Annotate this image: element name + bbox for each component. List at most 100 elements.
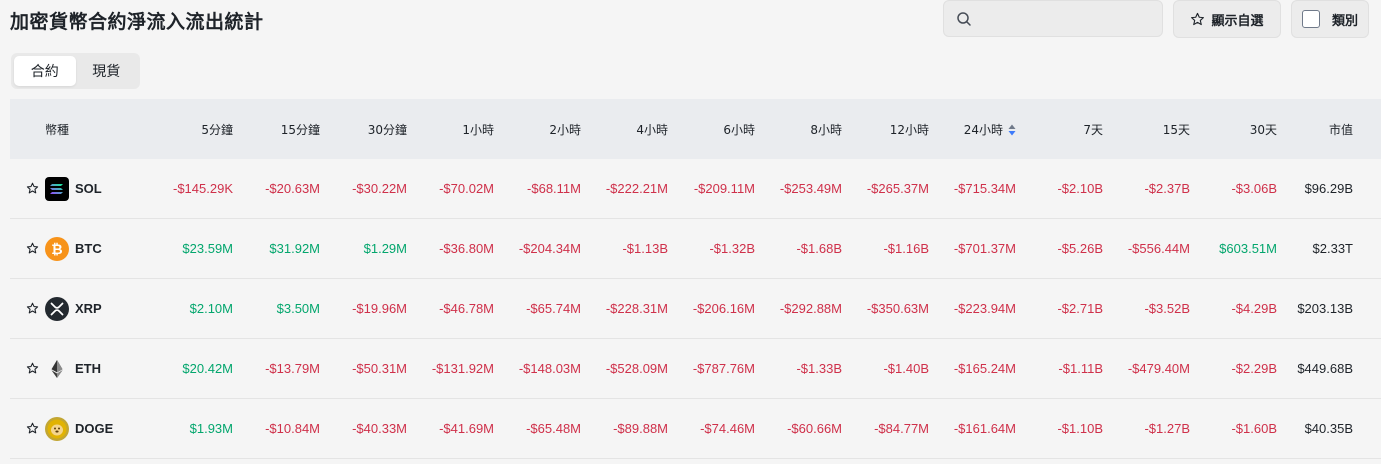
market-cap-cell: $96.29B: [1304, 181, 1353, 196]
coin-symbol[interactable]: ETH: [75, 361, 101, 376]
flow-6h-cell: -$209.11M: [693, 181, 755, 196]
market-cap-cell: $449.68B: [1297, 361, 1353, 376]
flow-table: 幣種 5分鐘 15分鐘 30分鐘 1小時 2小時 4小時 6小時 8小時 12小…: [10, 99, 1381, 459]
show-watchlist-button[interactable]: 顯示自選: [1173, 0, 1281, 38]
flow-7d-cell: -$1.11B: [1058, 361, 1103, 376]
flow-4h-cell: -$1.13B: [622, 241, 668, 256]
sol-icon: [45, 176, 69, 201]
flow-24h-cell: -$161.64M: [953, 421, 1016, 436]
flow-2h-cell: -$68.11M: [527, 181, 581, 196]
market-cap-cell: $2.33T: [1312, 241, 1353, 256]
flow-7d-cell: -$1.10B: [1057, 421, 1103, 436]
coin-symbol[interactable]: XRP: [75, 301, 102, 316]
table-row[interactable]: XRP $2.10M $3.50M -$19.96M -$46.78M -$65.74M -…: [10, 279, 1381, 339]
flow-6h-cell: -$74.46M: [700, 421, 755, 436]
flow-2h-cell: -$65.48M: [526, 421, 581, 436]
header-1h[interactable]: 1小時: [462, 122, 494, 137]
sort-icon[interactable]: [1008, 124, 1016, 136]
flow-15d-cell: -$2.37B: [1144, 181, 1190, 196]
search-box[interactable]: [943, 0, 1163, 37]
flow-30m-cell: -$30.22M: [352, 181, 407, 196]
search-icon: [957, 12, 971, 26]
flow-5m-cell: $20.42M: [182, 361, 233, 376]
favorite-star-icon[interactable]: [26, 422, 39, 435]
coin-cell: ₿ BTC: [10, 236, 146, 261]
flow-30d-cell: $603.51M: [1219, 241, 1277, 256]
flow-1h-cell: -$46.78M: [439, 301, 494, 316]
eth-icon: [45, 356, 69, 381]
flow-30m-cell: -$40.33M: [352, 421, 407, 436]
table-row[interactable]: ETH $20.42M -$13.79M -$50.31M -$131.92M -$148…: [10, 339, 1381, 399]
flow-30d-cell: -$2.29B: [1231, 361, 1277, 376]
flow-15m-cell: $31.92M: [269, 241, 320, 256]
flow-2h-cell: -$65.74M: [526, 301, 581, 316]
flow-5m-cell: $23.59M: [182, 241, 233, 256]
header-30d[interactable]: 30天: [1249, 122, 1277, 137]
search-input[interactable]: [980, 7, 1154, 33]
flow-6h-cell: -$1.32B: [709, 241, 755, 256]
coin-cell: SOL: [10, 176, 146, 201]
flow-12h-cell: -$350.63M: [866, 301, 929, 316]
flow-4h-cell: -$228.31M: [605, 301, 668, 316]
coin-symbol[interactable]: SOL: [75, 181, 102, 196]
table-row[interactable]: ₿ BTC $23.59M $31.92M $1.29M -$36.80M -$204.34…: [10, 219, 1381, 279]
category-label: 類別: [1332, 13, 1359, 29]
market-type-tabs: 合約 現貨: [11, 53, 140, 89]
header-15d[interactable]: 15天: [1162, 122, 1190, 137]
favorite-star-icon[interactable]: [26, 362, 39, 375]
coin-cell: XRP: [10, 296, 146, 321]
header-7d[interactable]: 7天: [1083, 122, 1103, 137]
header-15m[interactable]: 15分鐘: [280, 122, 320, 137]
flow-1h-cell: -$41.69M: [439, 421, 494, 436]
tab-spot[interactable]: 現貨: [92, 64, 121, 80]
market-cap-cell: $40.35B: [1304, 421, 1353, 436]
header-market-cap[interactable]: 市值: [1328, 122, 1353, 137]
flow-6h-cell: -$787.76M: [692, 361, 755, 376]
flow-15m-cell: -$10.84M: [265, 421, 320, 436]
flow-7d-cell: -$2.10B: [1057, 181, 1103, 196]
btc-icon: ₿: [45, 236, 69, 261]
show-watchlist-label: 顯示自選: [1211, 13, 1264, 29]
favorite-star-icon[interactable]: [26, 242, 39, 255]
header-12h[interactable]: 12小時: [889, 122, 929, 137]
header-coin[interactable]: 幣種: [45, 122, 70, 137]
flow-12h-cell: -$84.77M: [874, 421, 929, 436]
coin-symbol[interactable]: DOGE: [75, 421, 114, 436]
flow-30d-cell: -$4.29B: [1231, 301, 1277, 316]
coin-symbol[interactable]: BTC: [75, 241, 102, 256]
flow-24h-cell: -$223.94M: [953, 301, 1016, 316]
flow-24h-cell: -$715.34M: [953, 181, 1016, 196]
header-6h[interactable]: 6小時: [723, 122, 755, 137]
table-row[interactable]: DOGE $1.93M -$10.84M -$40.33M -$41.69M -$65.4…: [10, 399, 1381, 459]
table-row[interactable]: SOL -$145.29K -$20.63M -$30.22M -$70.02M -$68…: [10, 159, 1381, 219]
flow-24h-cell: -$165.24M: [953, 361, 1016, 376]
flow-8h-cell: -$1.68B: [796, 241, 842, 256]
header-30m[interactable]: 30分鐘: [367, 122, 407, 137]
flow-15d-cell: -$1.27B: [1144, 421, 1190, 436]
flow-15m-cell: -$20.63M: [265, 181, 320, 196]
flow-30d-cell: -$3.06B: [1231, 181, 1277, 196]
flow-15d-cell: -$3.52B: [1144, 301, 1190, 316]
flow-15m-cell: -$13.79M: [265, 361, 320, 376]
checkbox-box[interactable]: [1302, 10, 1320, 28]
header-24h[interactable]: 24小時: [929, 121, 1016, 138]
flow-1h-cell: -$131.92M: [431, 361, 494, 376]
header-2h[interactable]: 2小時: [549, 122, 581, 137]
flow-12h-cell: -$1.16B: [883, 241, 929, 256]
header-8h[interactable]: 8小時: [810, 122, 842, 137]
flow-1h-cell: -$70.02M: [439, 181, 494, 196]
header-4h[interactable]: 4小時: [636, 122, 668, 137]
flow-2h-cell: -$148.03M: [518, 361, 581, 376]
flow-8h-cell: -$253.49M: [779, 181, 842, 196]
flow-8h-cell: -$60.66M: [787, 421, 842, 436]
header-24h-label: 24小時: [963, 122, 1003, 137]
flow-12h-cell: -$1.40B: [883, 361, 929, 376]
category-checkbox[interactable]: 類別: [1291, 0, 1369, 38]
header-5m[interactable]: 5分鐘: [201, 122, 233, 137]
tab-futures[interactable]: 合約: [14, 56, 76, 86]
flow-15d-cell: -$556.44M: [1127, 241, 1190, 256]
coin-cell: ETH: [10, 356, 146, 381]
favorite-star-icon[interactable]: [26, 182, 39, 195]
flow-30d-cell: -$1.60B: [1231, 421, 1277, 436]
favorite-star-icon[interactable]: [26, 302, 39, 315]
